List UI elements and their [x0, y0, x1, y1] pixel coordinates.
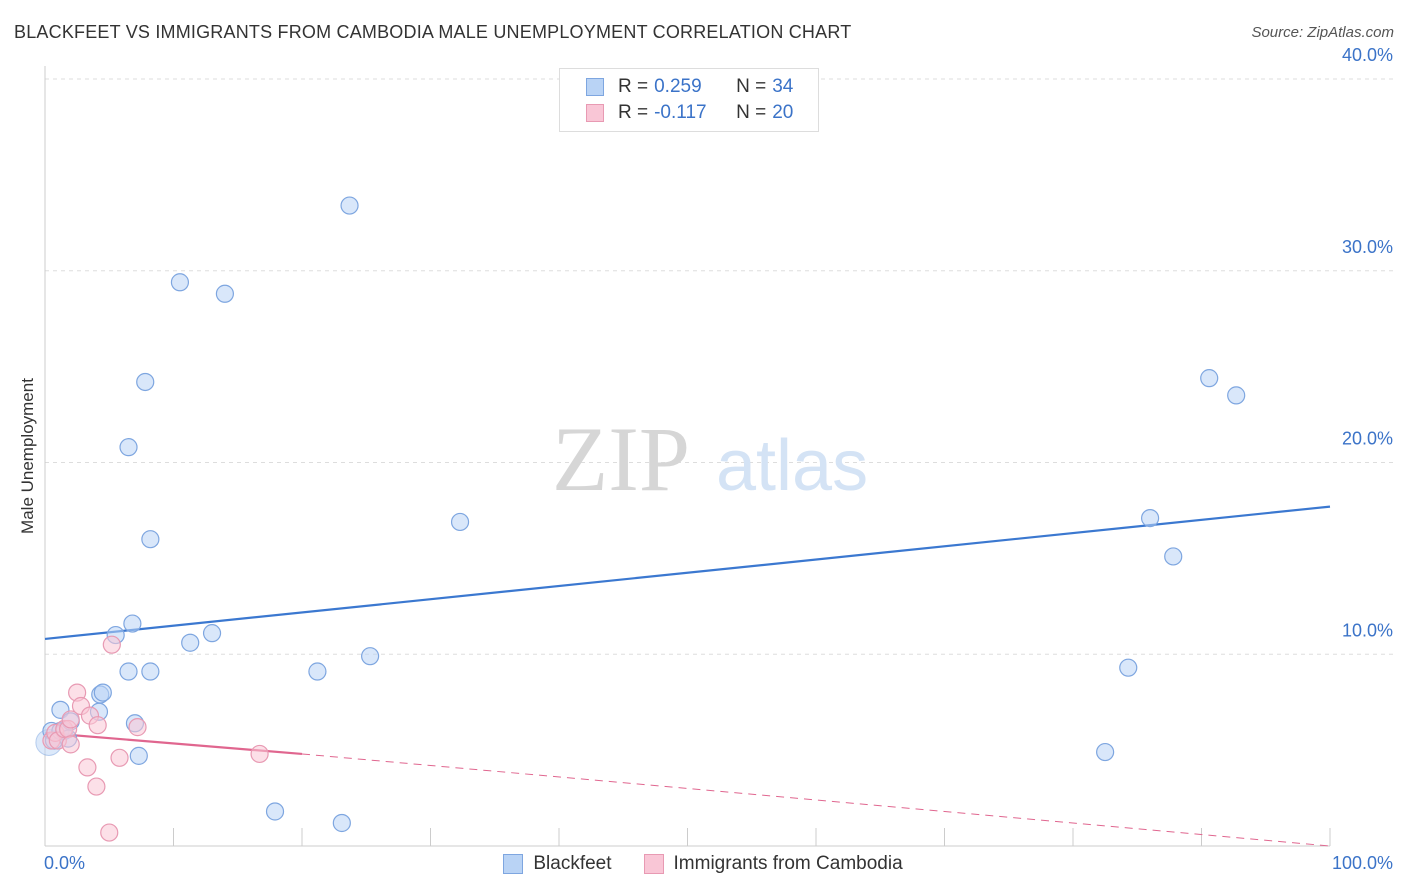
data-point-cambodia [100, 823, 119, 842]
y-tick-label: 10.0% [1342, 620, 1393, 640]
chart-title: BLACKFEET VS IMMIGRANTS FROM CAMBODIA MA… [14, 22, 852, 42]
y-tick-label: 40.0% [1342, 45, 1393, 65]
tick-labels: 10.0% 20.0% 30.0% 40.0% 0.0% 100.0% [44, 45, 1393, 873]
legend-label-blackfeet: Blackfeet [533, 853, 612, 874]
legend-n-label: N = [736, 102, 767, 123]
data-point-cambodia [61, 710, 80, 729]
legend-r-label: R = [618, 102, 649, 123]
data-point-blackfeet [1096, 742, 1115, 762]
data-point-cambodia [88, 716, 107, 735]
legend-swatch-blackfeet [503, 854, 524, 874]
legend-r-value: 0.259 [654, 76, 702, 97]
data-point-blackfeet [308, 662, 327, 681]
data-point-blackfeet [181, 633, 200, 652]
data-point-blackfeet [141, 662, 160, 681]
data-point-cambodia [250, 744, 269, 764]
legend-n-value: 34 [772, 76, 794, 97]
data-point-blackfeet [129, 746, 148, 765]
data-point-blackfeet [340, 196, 359, 215]
correlation-legend: R = 0.259 N = 34 R = -0.117 N = 20 [559, 68, 819, 132]
trend-line-0 [44, 505, 1331, 641]
axes [44, 66, 1331, 847]
data-point-cambodia [78, 758, 97, 777]
watermark: ZIP atlas [552, 408, 868, 510]
data-point-blackfeet [1119, 658, 1138, 677]
x-tick-label: 100.0% [1332, 853, 1393, 873]
legend-row-blackfeet: R = 0.259 N = 34 [586, 75, 793, 99]
data-point-blackfeet [93, 683, 112, 702]
data-point-blackfeet [123, 614, 142, 633]
legend-n-value: 20 [772, 102, 794, 123]
legend-r-value: -0.117 [654, 102, 707, 123]
data-point-blackfeet [119, 438, 138, 457]
series-legend: Blackfeet Immigrants from Cambodia [0, 852, 1406, 876]
data-point-blackfeet [136, 372, 155, 392]
data-point-blackfeet [202, 624, 222, 643]
legend-swatch-cambodia [643, 854, 664, 874]
data-point-blackfeet [1140, 509, 1160, 528]
data-point-blackfeet [1200, 369, 1219, 388]
watermark-atlas: atlas [716, 426, 868, 506]
data-point-cambodia [110, 748, 129, 767]
data-point-cambodia [61, 735, 80, 754]
data-point-cambodia [87, 777, 106, 796]
trend-line-extension-1 [301, 753, 1331, 847]
data-points [35, 196, 1246, 842]
data-point-blackfeet [332, 813, 351, 833]
legend-r-label: R = [618, 76, 649, 97]
watermark-zip: ZIP [552, 408, 690, 510]
legend-row-cambodia: R = -0.117 N = 20 [586, 101, 793, 125]
legend-item-cambodia[interactable]: Immigrants from Cambodia [643, 853, 903, 875]
legend-n-label: N = [736, 76, 767, 97]
legend-swatch-cambodia [586, 104, 604, 122]
x-tick-label: 0.0% [44, 853, 85, 873]
legend-item-blackfeet[interactable]: Blackfeet [503, 853, 612, 875]
data-point-blackfeet [141, 530, 160, 549]
trend-lines [44, 505, 1331, 847]
y-tick-label: 30.0% [1342, 237, 1393, 257]
data-point-blackfeet [1164, 547, 1183, 566]
data-point-blackfeet [265, 802, 285, 821]
data-point-cambodia [128, 718, 147, 737]
grid-lines [45, 78, 1395, 655]
data-point-cambodia [102, 635, 121, 654]
data-point-blackfeet [119, 662, 138, 681]
data-point-blackfeet [450, 512, 470, 532]
y-tick-label: 20.0% [1342, 429, 1393, 449]
data-point-blackfeet [361, 647, 380, 666]
legend-label-cambodia: Immigrants from Cambodia [673, 853, 903, 874]
source-label: Source: ZipAtlas.com [1251, 24, 1394, 41]
data-point-blackfeet [1227, 386, 1246, 405]
data-point-blackfeet [215, 284, 234, 303]
legend-swatch-blackfeet [586, 78, 604, 96]
data-point-blackfeet [170, 273, 190, 292]
